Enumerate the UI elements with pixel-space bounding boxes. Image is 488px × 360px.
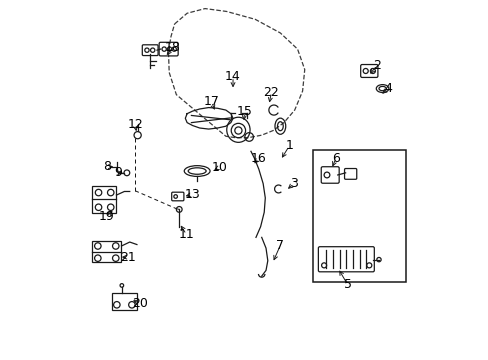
Text: 8: 8 (103, 160, 111, 173)
Text: 1: 1 (285, 139, 293, 152)
Bar (92, 241, 121, 262)
Text: 21: 21 (120, 251, 136, 264)
Text: 15: 15 (236, 105, 252, 118)
Text: 22: 22 (263, 86, 279, 99)
Text: 2: 2 (372, 59, 380, 72)
Bar (313, 150, 405, 282)
Text: 4: 4 (383, 82, 391, 95)
Text: 6: 6 (331, 152, 339, 165)
Text: 3: 3 (289, 177, 297, 190)
Text: 10: 10 (211, 161, 227, 174)
Text: 7: 7 (276, 239, 284, 252)
Text: 19: 19 (99, 210, 114, 223)
Text: 9: 9 (114, 166, 122, 179)
Text: 18: 18 (164, 41, 181, 54)
Text: 11: 11 (178, 228, 194, 241)
Text: 13: 13 (184, 188, 200, 201)
Text: 16: 16 (250, 152, 266, 165)
Text: 17: 17 (203, 95, 219, 108)
Text: 5: 5 (343, 278, 351, 291)
Text: 12: 12 (127, 118, 142, 131)
Bar (112, 293, 137, 310)
Bar (92, 186, 116, 213)
Text: 14: 14 (224, 70, 241, 83)
Text: 20: 20 (132, 297, 148, 310)
